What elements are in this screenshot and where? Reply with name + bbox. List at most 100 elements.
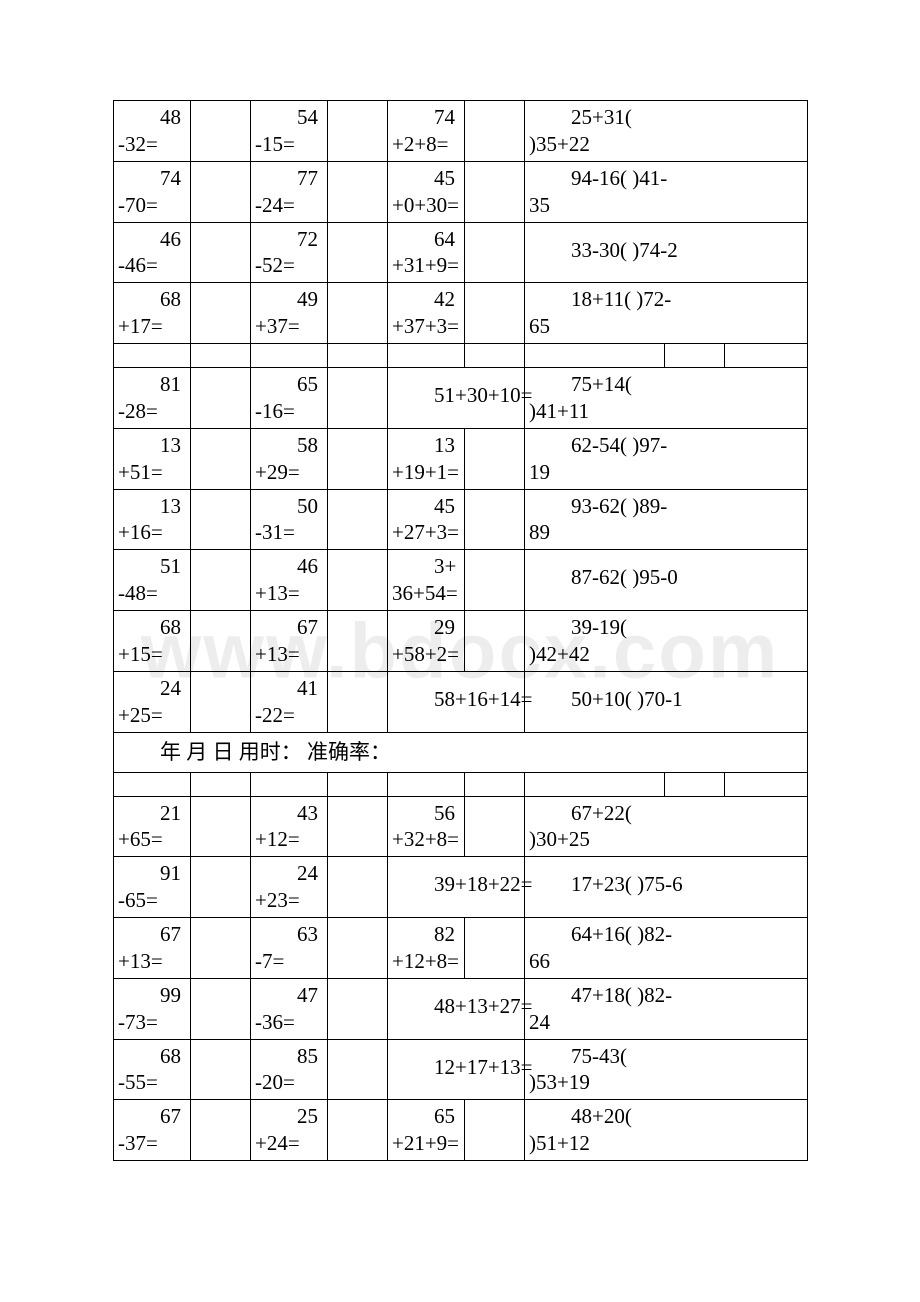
table-row: 51-48=46+13=3+36+54=87-62( )95-0 (114, 550, 808, 611)
cell-col3: 45+0+30= (388, 161, 465, 222)
cell-col1: 13+51= (114, 428, 191, 489)
cell-col1: 68-55= (114, 1039, 191, 1100)
spacer-cell (525, 344, 665, 368)
cell-col1: 74-70= (114, 161, 191, 222)
cell-col2: 85-20= (251, 1039, 328, 1100)
cell-blank (328, 857, 388, 918)
cell-blank (465, 489, 525, 550)
cell-col4: 87-62( )95-0 (525, 550, 808, 611)
cell-col3: 45+27+3= (388, 489, 465, 550)
cell-blank (465, 222, 525, 283)
cell-blank (191, 101, 251, 162)
table-row (114, 772, 808, 796)
cell-col2: 43+12= (251, 796, 328, 857)
cell-col4: 18+11( )72-65 (525, 283, 808, 344)
cell-blank (191, 796, 251, 857)
cell-blank (328, 796, 388, 857)
cell-col3: 42+37+3= (388, 283, 465, 344)
cell-col1: 48-32= (114, 101, 191, 162)
cell-blank (328, 550, 388, 611)
cell-col4: 48+20()51+12 (525, 1100, 808, 1161)
spacer-cell (388, 344, 465, 368)
cell-col1: 21+65= (114, 796, 191, 857)
cell-col4: 62-54( )97-19 (525, 428, 808, 489)
cell-col3: 82+12+8= (388, 918, 465, 979)
cell-blank (328, 368, 388, 429)
section-header: 年 月 日 用时： 准确率： (114, 732, 808, 772)
spacer-cell (665, 772, 725, 796)
cell-col3: 56+32+8= (388, 796, 465, 857)
cell-col2: 24+23= (251, 857, 328, 918)
cell-col2: 65-16= (251, 368, 328, 429)
cell-blank (465, 796, 525, 857)
cell-blank (328, 1100, 388, 1161)
cell-col2: 63-7= (251, 918, 328, 979)
cell-col1: 68+17= (114, 283, 191, 344)
cell-col2: 50-31= (251, 489, 328, 550)
cell-blank (465, 611, 525, 672)
cell-col4: 93-62( )89-89 (525, 489, 808, 550)
cell-col4: 67+22()30+25 (525, 796, 808, 857)
spacer-cell (665, 344, 725, 368)
spacer-cell (328, 772, 388, 796)
cell-blank (465, 918, 525, 979)
cell-blank (191, 611, 251, 672)
cell-blank (328, 611, 388, 672)
cell-blank (191, 283, 251, 344)
cell-blank (191, 978, 251, 1039)
cell-col1: 51-48= (114, 550, 191, 611)
cell-blank (328, 918, 388, 979)
cell-blank (328, 489, 388, 550)
spacer-cell (114, 344, 191, 368)
table-row: 48-32=54-15=74+2+8=25+31()35+22 (114, 101, 808, 162)
cell-col3: 12+17+13= (388, 1039, 525, 1100)
cell-col1: 67+13= (114, 918, 191, 979)
cell-blank (191, 428, 251, 489)
table-row: 68+15=67+13=29+58+2=39-19()42+42 (114, 611, 808, 672)
cell-col1: 99-73= (114, 978, 191, 1039)
cell-col2: 41-22= (251, 671, 328, 732)
table-row: 68-55=85-20=12+17+13=75-43()53+19 (114, 1039, 808, 1100)
cell-col3: 29+58+2= (388, 611, 465, 672)
spacer-cell (725, 772, 808, 796)
spacer-cell (465, 344, 525, 368)
cell-blank (465, 550, 525, 611)
cell-blank (191, 550, 251, 611)
cell-col4: 64+16( )82-66 (525, 918, 808, 979)
cell-col1: 68+15= (114, 611, 191, 672)
cell-blank (465, 101, 525, 162)
table-row: 68+17=49+37=42+37+3=18+11( )72-65 (114, 283, 808, 344)
cell-col2: 47-36= (251, 978, 328, 1039)
table-row: 91-65=24+23=39+18+22=17+23( )75-6 (114, 857, 808, 918)
cell-col3: 64+31+9= (388, 222, 465, 283)
cell-blank (328, 101, 388, 162)
cell-col1: 46-46= (114, 222, 191, 283)
cell-col3: 48+13+27= (388, 978, 525, 1039)
cell-blank (328, 671, 388, 732)
spacer-cell (388, 772, 465, 796)
cell-col4: 94-16( )41-35 (525, 161, 808, 222)
table-row: 21+65= 43+12= 56+32+8= 67+22()30+25 (114, 796, 808, 857)
cell-col2: 58+29= (251, 428, 328, 489)
cell-col3: 58+16+14= (388, 671, 525, 732)
cell-col2: 77-24= (251, 161, 328, 222)
cell-blank (191, 671, 251, 732)
table-row: 年 月 日 用时： 准确率： (114, 732, 808, 772)
cell-blank (328, 222, 388, 283)
spacer-cell (525, 772, 665, 796)
cell-col4: 33-30( )74-2 (525, 222, 808, 283)
table-row: 46-46=72-52=64+31+9=33-30( )74-2 (114, 222, 808, 283)
cell-col2: 54-15= (251, 101, 328, 162)
cell-blank (328, 978, 388, 1039)
cell-col1: 67-37= (114, 1100, 191, 1161)
cell-col4: 39-19()42+42 (525, 611, 808, 672)
spacer-cell (725, 344, 808, 368)
cell-blank (328, 428, 388, 489)
spacer-cell (251, 772, 328, 796)
worksheet-table: 48-32=54-15=74+2+8=25+31()35+2274-70=77-… (113, 100, 808, 1161)
cell-col1: 24+25= (114, 671, 191, 732)
cell-col3: 51+30+10= (388, 368, 525, 429)
cell-col3: 39+18+22= (388, 857, 525, 918)
cell-blank (191, 368, 251, 429)
cell-blank (191, 161, 251, 222)
